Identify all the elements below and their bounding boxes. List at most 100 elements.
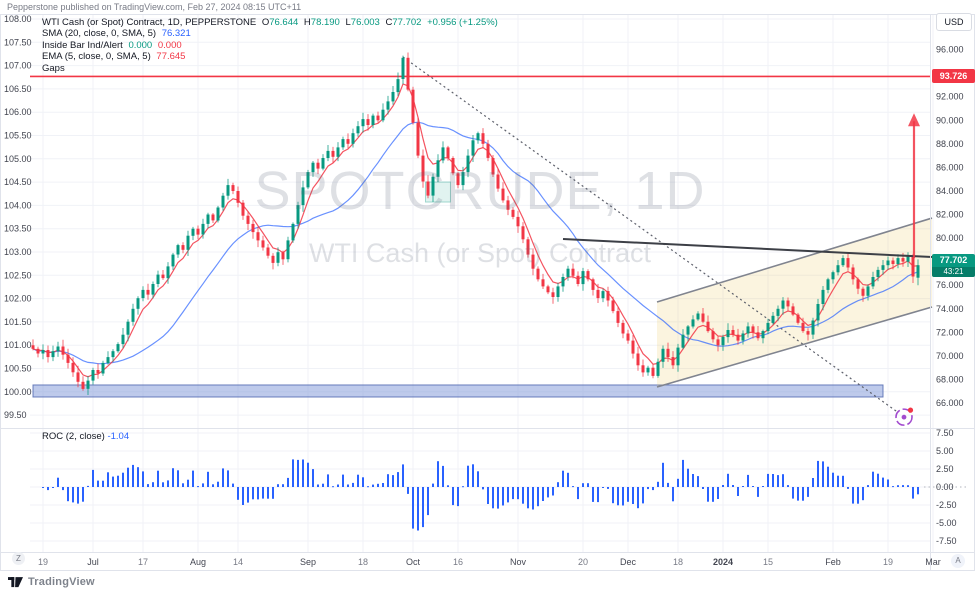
roc-bar: [272, 487, 274, 499]
roc-bar: [572, 486, 574, 488]
dotted-trendline-drawing[interactable]: [402, 56, 899, 413]
candle-body: [66, 354, 70, 363]
support-band-drawing[interactable]: [32, 384, 884, 398]
candle-body: [801, 322, 805, 332]
candle-body: [426, 181, 430, 196]
tradingview-logo-icon[interactable]: [8, 576, 23, 589]
roc-bar: [662, 462, 664, 487]
insidebar-label[interactable]: Inside Bar Ind/Alert: [42, 39, 123, 51]
left-price-axis[interactable]: 108.00 107.50 107.00 106.50 106.00 105.50 105.…: [4, 14, 32, 420]
candle-body: [916, 265, 920, 278]
candle-body: [696, 313, 700, 320]
time-axis[interactable]: 19 Jul 17 Aug 14 Sep 18 Oct 16 Nov 20 Dec 18 2024 15 Fe…: [38, 557, 941, 567]
time-axis-tick: Oct: [406, 557, 421, 567]
alert-marker-icon[interactable]: [895, 407, 914, 426]
candle-body: [536, 268, 540, 280]
roc-bar: [512, 487, 514, 500]
legend-sma-row[interactable]: SMA (20, close, 0, SMA, 5) 76.321: [42, 28, 501, 39]
sma-label[interactable]: SMA (20, close, 0, SMA, 5): [42, 28, 157, 40]
candle-body: [776, 308, 780, 316]
roc-bar: [297, 459, 299, 487]
ema-label[interactable]: EMA (5, close, 0, SMA, 5): [42, 51, 151, 63]
roc-axis[interactable]: 7.50 5.00 2.50 0.00 -2.50 -5.00 -7.50: [936, 428, 957, 546]
right-axis-tick: 80.000: [936, 233, 964, 243]
legend-main-row[interactable]: WTI Cash (or Spot) Contract, 1D, PEPPERS…: [42, 17, 501, 28]
roc-bar: [452, 487, 454, 506]
roc-bar: [252, 487, 254, 500]
symbol-title[interactable]: WTI Cash (or Spot) Contract, 1D, PEPPERS…: [42, 17, 257, 28]
left-axis-tick: 102.50: [4, 270, 32, 280]
candle-body: [486, 143, 490, 158]
candle-body: [146, 289, 150, 295]
roc-bar: [547, 487, 549, 498]
currency-button[interactable]: USD: [936, 13, 972, 31]
candle-body: [856, 279, 860, 289]
sma20-line[interactable]: [32, 121, 919, 365]
candle-body: [661, 348, 665, 362]
roc-bar: [817, 460, 819, 487]
roc-bar: [197, 486, 199, 488]
candle-body: [291, 223, 295, 241]
roc-bar: [852, 487, 854, 504]
right-axis-tick: 96.000: [936, 45, 964, 55]
candle-body: [491, 158, 495, 175]
time-axis-tick: 16: [453, 557, 463, 567]
gaps-label[interactable]: Gaps: [42, 62, 65, 74]
roc-label[interactable]: ROC (2, close): [42, 431, 105, 442]
candle-body: [181, 245, 185, 250]
legend-insidebar-row[interactable]: Inside Bar Ind/Alert 0.000 0.000: [42, 40, 501, 51]
roc-bar: [542, 487, 544, 501]
roc-bar: [167, 480, 169, 487]
right-axis-tick: 92.000: [936, 92, 964, 102]
candle-body: [226, 185, 230, 196]
roc-bar: [92, 469, 94, 487]
candle-body: [826, 279, 830, 290]
left-axis-tick: 105.50: [4, 131, 32, 141]
roc-bar: [387, 474, 389, 487]
time-axis-tick: Mar: [925, 557, 941, 567]
time-axis-tick: Jul: [87, 557, 99, 567]
roc-bar: [397, 472, 399, 487]
tradingview-brand-text[interactable]: TradingView: [28, 576, 95, 588]
legend-ema-row[interactable]: EMA (5, close, 0, SMA, 5) 77.645: [42, 51, 501, 62]
candle-body: [216, 207, 220, 221]
candle-body: [886, 260, 890, 266]
roc-bar: [107, 472, 109, 487]
roc-bar: [182, 483, 184, 487]
roc-legend[interactable]: ROC (2, close) -1.04: [42, 431, 129, 442]
left-axis-tick: 108.00: [4, 14, 32, 24]
black-trendline-drawing[interactable]: [562, 238, 933, 259]
time-axis-tick: 15: [763, 557, 773, 567]
auto-scale-button[interactable]: A: [951, 554, 965, 568]
roc-bar: [457, 487, 459, 507]
roc-bar: [802, 487, 804, 501]
roc-bar: [352, 482, 354, 487]
roc-bar: [842, 475, 844, 487]
parallel-channel-drawing[interactable]: [657, 218, 932, 387]
timezone-button[interactable]: Z: [12, 552, 25, 565]
right-price-axis[interactable]: 96.000 92.000 90.000 88.000 86.000 84.000 82.0…: [936, 45, 964, 408]
roc-bar: [787, 485, 789, 487]
candle-body: [791, 306, 795, 315]
candle-body: [596, 289, 600, 299]
roc-bar: [72, 487, 74, 503]
candle-body: [796, 314, 800, 323]
roc-bar: [82, 487, 84, 502]
roc-bar: [702, 487, 704, 489]
roc-bar: [277, 484, 279, 487]
legend-gaps-row[interactable]: Gaps: [42, 63, 501, 74]
candle-body: [651, 367, 655, 376]
candle-body: [186, 235, 190, 250]
roc-bar: [47, 487, 49, 491]
channel-upper-line[interactable]: [656, 217, 933, 303]
candle-body: [811, 320, 815, 335]
ema5-line[interactable]: [32, 83, 919, 378]
roc-bar: [767, 473, 769, 487]
candle-body: [821, 289, 825, 304]
roc-bar: [487, 487, 489, 504]
channel-lower-line[interactable]: [656, 306, 933, 388]
roc-bar: [322, 483, 324, 487]
roc-bar: [872, 471, 874, 487]
roc-bar: [347, 484, 349, 487]
time-axis-tick: 18: [358, 557, 368, 567]
